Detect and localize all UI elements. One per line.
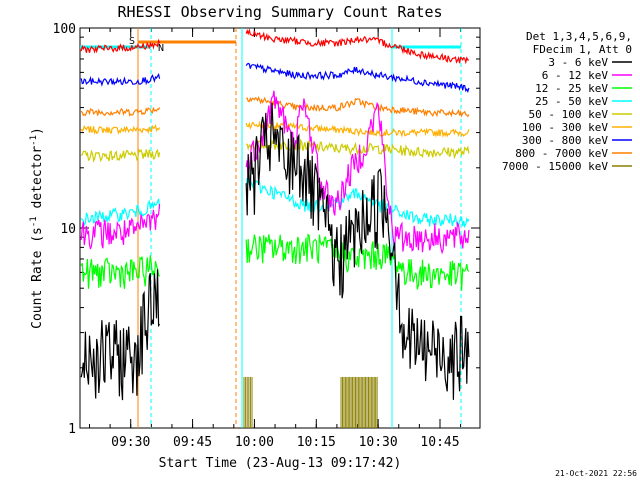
plot-area: 1 10 100 09:30 09:45 10:00 10:15 10:30 10:45 S N [53, 22, 481, 450]
series-50-100kev [80, 138, 470, 163]
x-tick-label: 10:00 [235, 435, 274, 450]
legend-header: Det 1,3,4,5,6,9, [526, 30, 632, 43]
legend-label: 7000 - 15000 keV [502, 160, 608, 173]
series-6-12kev [80, 90, 470, 255]
x-tick-label: 10:15 [297, 435, 336, 450]
x-tick-label: 10:30 [359, 435, 398, 450]
footer-date: 21-Oct-2021 22:56 [555, 469, 637, 478]
series-25-50kev [80, 177, 470, 229]
legend-label: 25 - 50 keV [535, 95, 608, 108]
legend-header: FDecim 1, Att 0 [533, 43, 632, 56]
y-tick-label: 1 [68, 422, 76, 437]
series-3-6kev [80, 102, 470, 401]
svg-text:Count Rate (s-1 detector-1): Count Rate (s-1 detector-1) [29, 127, 45, 329]
x-tick-label: 09:45 [173, 435, 212, 450]
x-tick-label: 10:45 [420, 435, 459, 450]
series-12-25kev [80, 233, 470, 291]
legend-label: 300 - 800 keV [522, 134, 608, 147]
y-axis-label: Count Rate (s-1 detector-1) [29, 127, 45, 329]
legend-label: 3 - 6 keV [548, 56, 608, 69]
night-marker-label: N [158, 43, 164, 54]
y-tick-label: 10 [60, 222, 76, 237]
x-tick-label: 09:30 [111, 435, 150, 450]
series-red-channel [80, 28, 469, 65]
legend-label: 6 - 12 keV [542, 69, 609, 82]
series-300-800kev [80, 62, 470, 94]
legend-label: 100 - 300 keV [522, 121, 608, 134]
legend-label: 800 - 7000 keV [515, 147, 608, 160]
chart-title: RHESSI Observing Summary Count Rates [117, 3, 442, 21]
legend: Det 1,3,4,5,6,9,FDecim 1, Att 03 - 6 keV… [502, 30, 632, 173]
legend-label: 12 - 25 keV [535, 82, 608, 95]
legend-label: 50 - 100 keV [529, 108, 609, 121]
series-100-300kev [80, 120, 470, 139]
saa-marker-label: S [129, 36, 135, 47]
x-axis-label: Start Time (23-Aug-13 09:17:42) [159, 456, 402, 471]
y-tick-label: 100 [53, 22, 76, 37]
